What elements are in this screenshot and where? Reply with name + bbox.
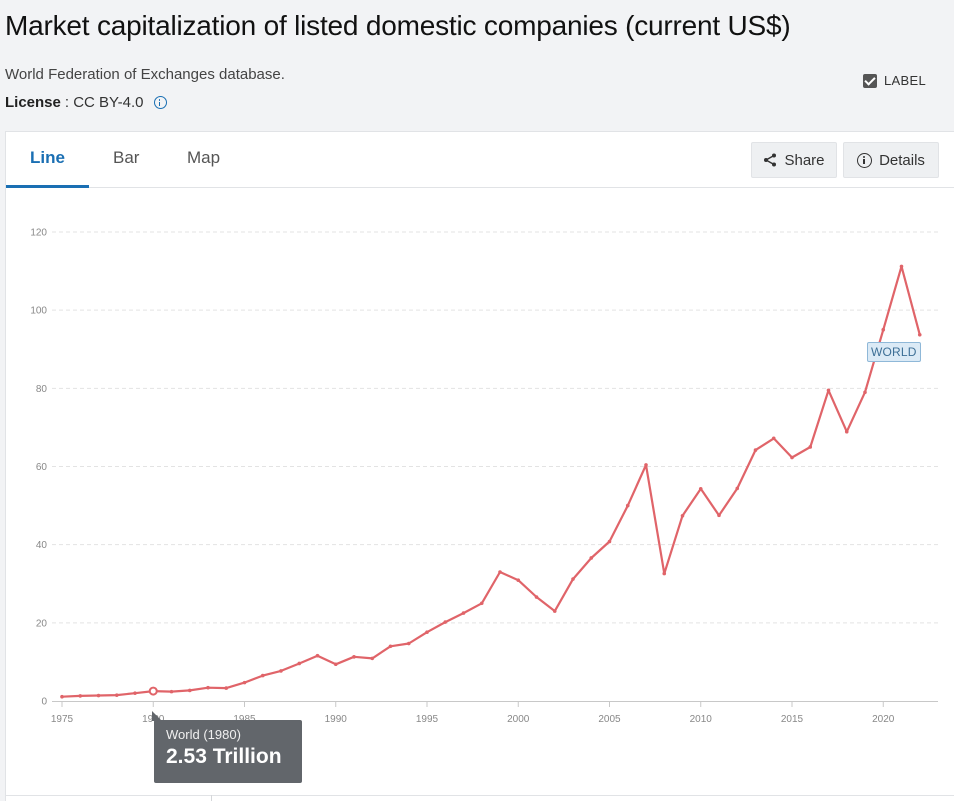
details-label: Details — [879, 151, 925, 169]
data-point[interactable] — [498, 570, 502, 574]
details-button[interactable]: Details — [843, 142, 939, 178]
data-point[interactable] — [479, 601, 484, 606]
tooltip-arrow — [152, 711, 162, 721]
x-tick-label: 2020 — [872, 714, 895, 725]
active-tab-indicator — [6, 185, 89, 188]
label-toggle-text: LABEL — [884, 73, 926, 88]
license: License : CC BY-4.0 — [5, 94, 167, 111]
data-point[interactable] — [680, 513, 685, 518]
data-point[interactable] — [516, 578, 521, 583]
data-point[interactable] — [370, 656, 375, 661]
x-tick-label: 2015 — [781, 714, 804, 725]
data-point[interactable] — [735, 486, 740, 491]
y-tick-label: 40 — [36, 540, 48, 551]
source-text: World Federation of Exchanges database. — [5, 66, 285, 83]
data-point[interactable] — [406, 641, 411, 646]
data-point[interactable] — [844, 429, 849, 434]
data-point[interactable] — [425, 630, 429, 635]
x-tick-label: 1985 — [233, 714, 256, 725]
tab-line[interactable]: Line — [30, 148, 65, 167]
data-point[interactable] — [443, 620, 448, 624]
data-point[interactable] — [552, 609, 557, 613]
data-point[interactable] — [790, 455, 794, 460]
data-point[interactable] — [917, 332, 922, 337]
x-tick-label: 2005 — [598, 714, 621, 725]
footer-separator — [211, 795, 212, 801]
data-point[interactable] — [461, 611, 466, 615]
data-point[interactable] — [187, 688, 192, 693]
series-label-world[interactable]: WORLD — [867, 342, 921, 362]
x-tick-label: 2000 — [507, 714, 530, 725]
license-value: : CC BY-4.0 — [64, 94, 144, 111]
data-point[interactable] — [881, 327, 886, 332]
label-toggle[interactable]: LABEL — [863, 73, 926, 88]
data-point[interactable] — [133, 691, 137, 695]
data-point[interactable] — [224, 686, 229, 690]
data-point[interactable] — [206, 685, 210, 690]
data-point[interactable] — [753, 448, 758, 452]
share-button[interactable]: Share — [751, 142, 837, 178]
tab-map[interactable]: Map — [187, 148, 221, 167]
data-point[interactable] — [644, 463, 648, 467]
footer-divider — [5, 795, 954, 796]
y-tick-label: 60 — [36, 462, 48, 473]
data-point[interactable] — [534, 595, 539, 599]
info-icon — [857, 152, 873, 168]
data-point[interactable] — [315, 653, 320, 658]
data-point[interactable] — [60, 694, 64, 699]
data-point[interactable] — [826, 388, 831, 393]
data-point[interactable] — [114, 693, 119, 697]
data-point[interactable] — [352, 655, 356, 659]
axes: 0204060801001201975198019851990199520002… — [30, 228, 938, 725]
data-point[interactable] — [96, 693, 101, 698]
y-tick-label: 100 — [30, 306, 47, 317]
data-point[interactable] — [78, 694, 83, 698]
license-label: License — [5, 94, 61, 111]
x-tick-label: 1990 — [325, 714, 348, 725]
data-point[interactable] — [808, 445, 813, 449]
data-point[interactable] — [297, 661, 302, 666]
y-tick-label: 120 — [30, 228, 47, 239]
data-point[interactable] — [279, 669, 283, 673]
data-point[interactable] — [260, 673, 265, 678]
data-point[interactable] — [863, 390, 867, 395]
data-point[interactable] — [242, 680, 247, 685]
highlighted-point[interactable] — [148, 686, 158, 696]
data-point[interactable] — [607, 539, 612, 544]
data-point[interactable] — [571, 577, 575, 581]
x-tick-label: 1995 — [416, 714, 439, 725]
tab-bar: Line Bar Map Share Details — [6, 132, 954, 188]
data-point[interactable] — [169, 689, 174, 694]
y-tick-label: 20 — [36, 618, 48, 629]
data-point[interactable] — [333, 662, 338, 667]
y-tick-label: 0 — [41, 697, 47, 708]
tab-bar-chart[interactable]: Bar — [113, 148, 140, 167]
share-icon — [764, 153, 777, 167]
info-icon[interactable] — [153, 96, 167, 109]
data-point[interactable] — [625, 503, 630, 508]
data-point[interactable] — [899, 264, 904, 269]
tooltip: World (1980) 2.53 Trillion — [154, 720, 302, 783]
data-point[interactable] — [771, 436, 776, 441]
data-point[interactable] — [589, 556, 594, 560]
data-point[interactable] — [698, 486, 703, 491]
x-tick-label: 1975 — [51, 714, 74, 725]
label-checkbox[interactable] — [863, 73, 877, 88]
data-point[interactable] — [662, 571, 667, 576]
y-tick-label: 80 — [36, 384, 48, 395]
share-label: Share — [784, 151, 825, 169]
data-point[interactable] — [388, 644, 393, 649]
series-world[interactable] — [60, 264, 922, 699]
x-tick-label: 2010 — [690, 714, 713, 725]
series-line[interactable] — [61, 265, 921, 698]
data-point[interactable] — [717, 513, 721, 518]
grid-lines — [52, 231, 938, 624]
page-title: Market capitalization of listed domestic… — [5, 10, 791, 41]
tooltip-title: World (1980) — [166, 727, 241, 742]
tooltip-value: 2.53 Trillion — [166, 745, 282, 768]
